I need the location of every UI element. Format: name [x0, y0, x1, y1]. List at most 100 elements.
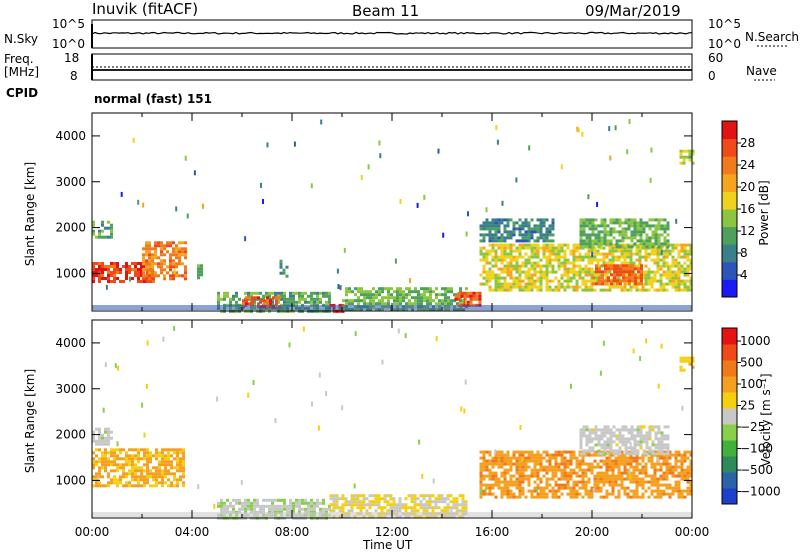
velocity-cell [666, 434, 670, 438]
power-cell [689, 243, 693, 247]
power-cell [313, 297, 316, 301]
power-cell [548, 233, 552, 237]
power-cell [656, 258, 660, 262]
velocity-cell [612, 452, 616, 456]
power-cell [612, 221, 616, 225]
velocity-cell [633, 443, 637, 447]
power-cell [488, 224, 492, 228]
velocity-cell [578, 450, 582, 454]
power-cell [242, 299, 245, 303]
power-cell [148, 253, 151, 257]
power-cell [639, 221, 643, 225]
power-cell [579, 239, 583, 243]
power-cell [606, 233, 610, 237]
power-cell [172, 265, 175, 269]
power-cell [503, 270, 507, 274]
power-cell [566, 285, 570, 289]
power-cell [366, 290, 369, 294]
power-cell [521, 264, 525, 268]
velocity-cell [155, 484, 158, 488]
power-cell [584, 264, 588, 268]
velocity-cell [506, 489, 510, 493]
velocity-cell [603, 443, 607, 447]
velocity-cell [182, 463, 185, 467]
power-cell [617, 255, 621, 259]
power-cell [509, 233, 513, 237]
velocity-cell [161, 454, 164, 458]
velocity-cell [155, 481, 158, 485]
velocity-cell [488, 462, 492, 466]
velocity-cell [609, 449, 613, 453]
power-cell [166, 241, 169, 245]
power-cell [251, 296, 254, 300]
velocity-cell [617, 477, 621, 481]
velocity-cell [590, 489, 594, 493]
power-cell [148, 277, 151, 281]
power-cell [310, 294, 313, 298]
velocity-cell [677, 483, 681, 487]
velocity-cell [503, 462, 507, 466]
velocity-cell [256, 498, 259, 502]
power-cell [634, 276, 637, 280]
velocity-cell [356, 497, 360, 501]
power-cell [635, 249, 639, 253]
power-cell [639, 233, 643, 237]
velocity-cell [509, 477, 513, 481]
power-cell [645, 242, 649, 246]
power-cell [656, 249, 660, 253]
velocity-cell [116, 454, 119, 458]
power-cell [447, 302, 450, 306]
velocity-cell [521, 450, 525, 454]
power-cell [572, 243, 576, 247]
velocity-cell [588, 446, 592, 450]
velocity-cell [611, 468, 615, 472]
velocity-cell [651, 449, 655, 453]
program-label: normal (fast) 151 [94, 92, 212, 106]
velocity-cell [518, 468, 522, 472]
velocity-cell [107, 484, 110, 488]
velocity-cell [606, 431, 610, 435]
velocity-cell [603, 428, 607, 432]
velocity-cell [164, 481, 167, 485]
power-cell [671, 264, 675, 268]
velocity-cell [335, 506, 339, 510]
velocity-cell [386, 494, 390, 498]
velocity-cell [431, 506, 435, 510]
velocity-cell [621, 440, 625, 444]
power-cell [503, 255, 507, 259]
velocity-cell [618, 449, 622, 453]
velocity-cell [146, 472, 149, 476]
power-cell [521, 224, 525, 228]
power-cell [509, 273, 513, 277]
power-cell [572, 288, 576, 292]
power-cell [563, 288, 567, 292]
power-cell [435, 287, 438, 291]
power-cell [500, 246, 504, 250]
power-cell [644, 288, 648, 292]
velocity-cell [623, 471, 627, 475]
power-cell [663, 230, 667, 234]
power-cell [497, 279, 501, 283]
power-cell [591, 239, 595, 243]
power-cell [614, 285, 618, 289]
power-cell [601, 273, 604, 277]
power-cell [639, 236, 643, 240]
velocity-cell [506, 459, 510, 463]
velocity-cell [491, 456, 495, 460]
velocity-cell [602, 483, 606, 487]
velocity-cell [140, 472, 143, 476]
velocity-cell [551, 468, 555, 472]
velocity-cell [612, 431, 616, 435]
power-cell [685, 149, 689, 153]
power-cell [485, 227, 489, 231]
power-cell [602, 261, 606, 265]
power-cell [426, 290, 429, 294]
power-cell [369, 290, 372, 294]
power-cell [107, 277, 110, 280]
power-cell [671, 282, 675, 286]
power-cell [116, 271, 119, 274]
velocity-cell [512, 492, 516, 496]
power-cell [650, 282, 654, 286]
velocity-cell [629, 489, 633, 493]
velocity-cell [238, 501, 241, 505]
